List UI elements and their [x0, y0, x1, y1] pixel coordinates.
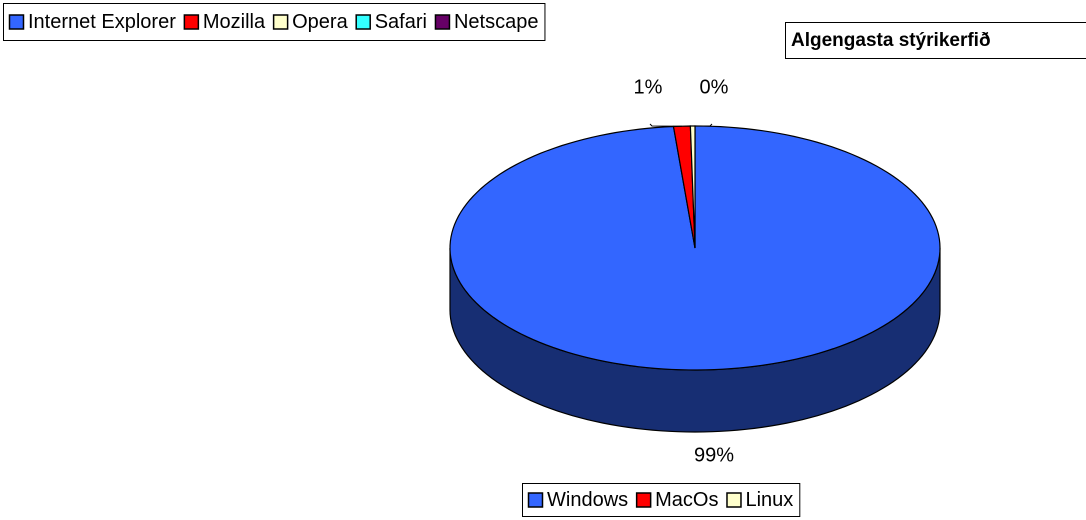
leader-line	[692, 123, 713, 127]
data-label: 0%	[700, 76, 729, 98]
legend-label: Internet Explorer	[28, 11, 176, 33]
legend-label: Opera	[292, 11, 348, 33]
legend-swatch	[635, 492, 652, 508]
legend: Windows MacOs Linux	[522, 483, 801, 517]
title-box	[785, 22, 1086, 59]
legend: Internet Explorer Mozilla Opera Safari Netsc…	[3, 3, 546, 41]
legend-label: Safari	[375, 11, 427, 33]
legend-label: Linux	[745, 489, 793, 511]
legend-swatch	[8, 14, 25, 30]
legend-label: Mozilla	[203, 11, 266, 33]
pie-slice	[689, 125, 696, 249]
legend-swatch	[183, 14, 200, 30]
data-label: 99%	[694, 444, 734, 466]
legend-swatch	[434, 14, 451, 30]
data-label: 1%	[634, 76, 663, 98]
legend-swatch	[726, 492, 742, 508]
chart-title: Algengasta stýrikerfið	[791, 30, 991, 51]
legend-swatch	[272, 14, 289, 30]
legend-swatch	[527, 492, 544, 508]
legend-swatch	[355, 14, 371, 30]
legend-label: Windows	[547, 489, 628, 511]
legend-box	[522, 483, 801, 517]
legend-label: Netscape	[454, 11, 539, 33]
leader-line	[649, 123, 682, 127]
legend-label: MacOs	[655, 489, 718, 511]
